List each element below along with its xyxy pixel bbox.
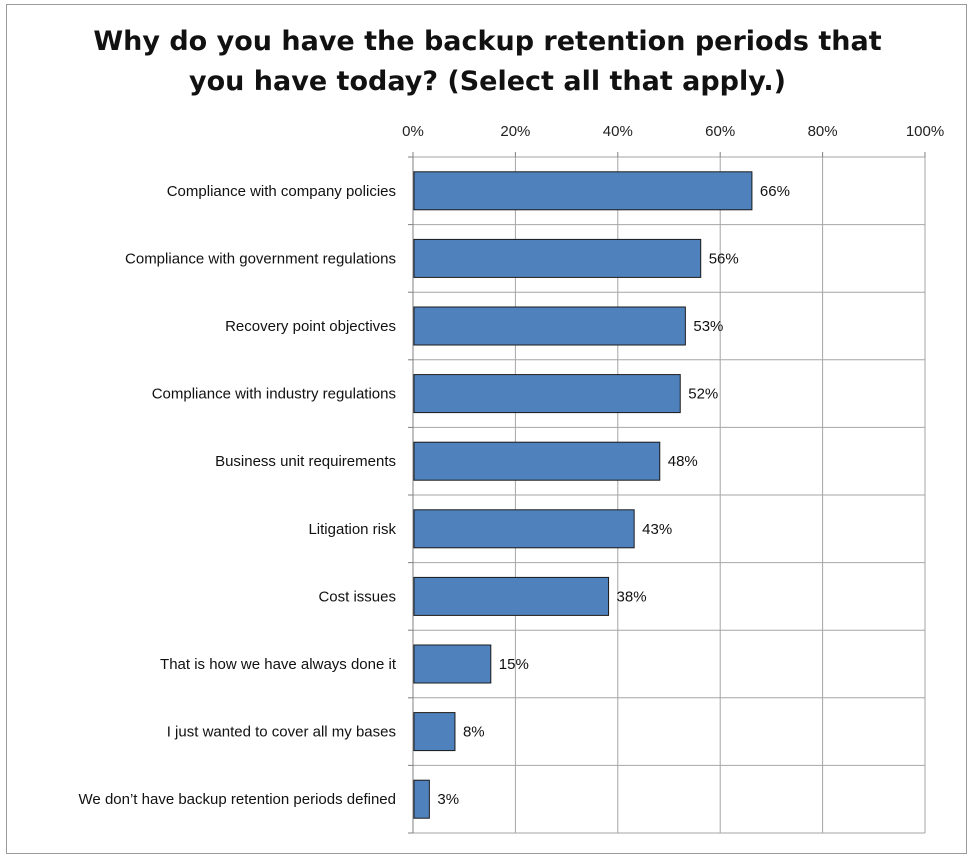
category-label: We don’t have backup retention periods d… — [79, 791, 396, 808]
x-tick-label: 80% — [808, 123, 838, 140]
category-label: I just wanted to cover all my bases — [167, 724, 396, 741]
chart-title-line-1: Why do you have the backup retention per… — [93, 26, 882, 57]
bar — [413, 374, 681, 414]
x-axis-ticks: 0% 20% 40% 60% 80% 100% — [402, 123, 944, 140]
category-label: Compliance with government regulations — [125, 250, 396, 267]
bar — [413, 238, 702, 278]
chart-title: Why do you have the backup retention per… — [0, 22, 975, 102]
category-label: Cost issues — [318, 588, 396, 605]
data-label: 52% — [688, 386, 718, 403]
bar — [413, 171, 753, 211]
bar — [413, 509, 635, 549]
chart-frame — [6, 4, 967, 854]
bar — [413, 644, 492, 684]
category-label: That is how we have always done it — [160, 656, 397, 673]
category-label: Litigation risk — [308, 521, 396, 538]
category-labels: Compliance with company policies Complian… — [79, 183, 397, 808]
category-label: Compliance with industry regulations — [152, 386, 396, 403]
bar — [413, 441, 661, 481]
category-label: Business unit requirements — [215, 453, 396, 470]
bar — [413, 712, 456, 752]
bar — [413, 306, 686, 346]
category-label: Recovery point objectives — [225, 318, 396, 335]
data-label: 43% — [642, 521, 672, 538]
x-tick-label: 60% — [705, 123, 735, 140]
data-label: 48% — [668, 453, 698, 470]
x-tick-label: 0% — [402, 123, 424, 140]
data-label: 38% — [617, 588, 647, 605]
data-label: 3% — [437, 791, 459, 808]
x-tick-label: 40% — [603, 123, 633, 140]
chart-title-line-2: you have today? (Select all that apply.) — [189, 66, 786, 97]
data-label: 8% — [463, 724, 485, 741]
x-tick-label: 100% — [906, 123, 944, 140]
bars — [413, 171, 753, 819]
data-label: 15% — [499, 656, 529, 673]
value-labels: 66% 56% 53% 52% 48% 43% 38% 15% 8% 3% — [437, 183, 790, 808]
data-label: 56% — [709, 250, 739, 267]
data-label: 53% — [693, 318, 723, 335]
bar — [413, 779, 430, 819]
bar — [413, 576, 610, 616]
x-tick-label: 20% — [500, 123, 530, 140]
category-label: Compliance with company policies — [167, 183, 396, 200]
data-label: 66% — [760, 183, 790, 200]
